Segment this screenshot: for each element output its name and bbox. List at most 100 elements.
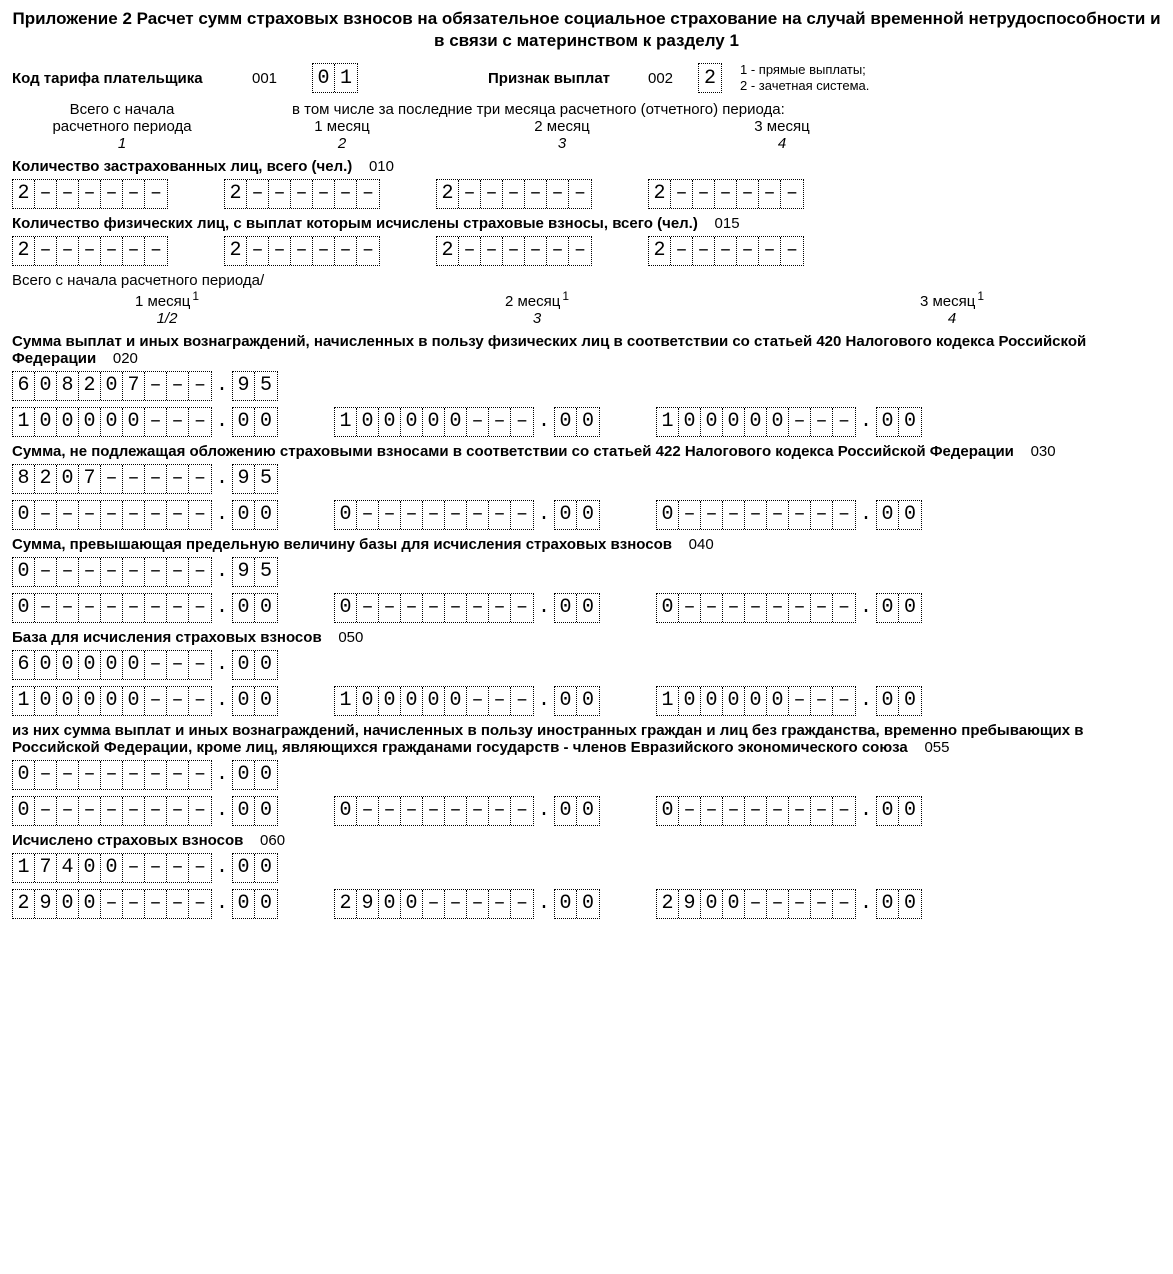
cell: 0 — [899, 890, 921, 918]
sec040-m3-dec: 00 — [876, 593, 922, 623]
sec040-total-dec: 95 — [232, 557, 278, 587]
cell: – — [423, 890, 445, 918]
cell: 2 — [437, 237, 459, 265]
sec030-m3: 0––––––––.00 — [656, 500, 922, 530]
cell: – — [145, 501, 167, 529]
cell: 0 — [423, 408, 445, 436]
cell: 0 — [57, 465, 79, 493]
cell: 1 — [13, 408, 35, 436]
cell: – — [489, 408, 511, 436]
cell: – — [693, 180, 715, 208]
section-040-months-row: 0––––––––.000––––––––.000––––––––.00 — [12, 593, 1161, 623]
cell: 0 — [233, 797, 255, 825]
sec055-total-dec: 00 — [232, 760, 278, 790]
cell: – — [123, 854, 145, 882]
section-050-months-row: 100000–––.00100000–––.00100000–––.00 — [12, 686, 1161, 716]
cell: 0 — [401, 408, 423, 436]
col3-num: 3 — [452, 135, 672, 152]
cell: 0 — [767, 687, 789, 715]
section-055-header: из них сумма выплат и иных вознаграждени… — [12, 722, 1161, 756]
cell: 9 — [233, 465, 255, 493]
cell: – — [445, 797, 467, 825]
cell: 0 — [101, 687, 123, 715]
sec010-v3: 2–––––– — [436, 179, 592, 209]
cell: – — [759, 180, 781, 208]
sec030-m1: 0––––––––.00 — [12, 500, 278, 530]
cell: 8 — [57, 372, 79, 400]
cell: 0 — [101, 854, 123, 882]
cell: 0 — [79, 408, 101, 436]
cell: – — [101, 558, 123, 586]
payout-legend: 1 - прямые выплаты; 2 - зачетная система… — [740, 62, 869, 95]
section-060-label: Исчислено страховых взносов — [12, 832, 243, 849]
decimal-point: . — [212, 763, 232, 786]
section-055-months-row: 0––––––––.000––––––––.000––––––––.00 — [12, 796, 1161, 826]
cell: 0 — [233, 761, 255, 789]
sec020-total: 608207–––.95 — [12, 371, 278, 401]
cell: – — [145, 594, 167, 622]
header-row: Код тарифа плательщика 001 01 Признак вы… — [12, 62, 1161, 95]
decimal-point: . — [534, 689, 554, 712]
cell: 0 — [401, 890, 423, 918]
col1-header-a: Всего с начала — [12, 101, 232, 118]
cell: 0 — [57, 890, 79, 918]
sec060-m2-int: 2900––––– — [334, 889, 534, 919]
cell: 0 — [657, 501, 679, 529]
cell: 0 — [79, 890, 101, 918]
cell: 0 — [577, 501, 599, 529]
cell: 0 — [445, 687, 467, 715]
cell: – — [167, 408, 189, 436]
cell: 0 — [379, 687, 401, 715]
cell: – — [145, 854, 167, 882]
cell: – — [357, 180, 379, 208]
cell: 0 — [13, 761, 35, 789]
cell: 0 — [723, 890, 745, 918]
sec030-m1-dec: 00 — [232, 500, 278, 530]
mid-top: Всего с начала расчетного периода/ — [12, 272, 1161, 289]
sec040-m1-dec: 00 — [232, 593, 278, 623]
sec030-m1-int: 0–––––––– — [12, 500, 212, 530]
cell: 0 — [701, 408, 723, 436]
cell: 9 — [35, 890, 57, 918]
cell: – — [833, 797, 855, 825]
cell: 0 — [445, 408, 467, 436]
cell: – — [511, 408, 533, 436]
cell: – — [189, 408, 211, 436]
cell: 0 — [255, 761, 277, 789]
cell: 0 — [745, 408, 767, 436]
cell: 0 — [877, 890, 899, 918]
cell: 0 — [123, 651, 145, 679]
section-020-header: Сумма выплат и иных вознаграждений, начи… — [12, 333, 1161, 367]
cell: – — [833, 687, 855, 715]
cell: 0 — [255, 501, 277, 529]
cell: – — [101, 797, 123, 825]
cell: 7 — [35, 854, 57, 882]
cell: – — [335, 180, 357, 208]
decimal-point: . — [212, 856, 232, 879]
sec055-m2-dec: 00 — [554, 796, 600, 826]
cell: – — [511, 797, 533, 825]
cell: – — [459, 180, 481, 208]
cell: – — [467, 797, 489, 825]
cell: – — [79, 237, 101, 265]
cell: 0 — [555, 408, 577, 436]
sec015-v2: 2–––––– — [224, 236, 380, 266]
cell: – — [693, 237, 715, 265]
sec050-m2: 100000–––.00 — [334, 686, 600, 716]
cell: – — [35, 761, 57, 789]
cell: 0 — [723, 687, 745, 715]
cell: 9 — [357, 890, 379, 918]
cell: – — [679, 797, 701, 825]
section-015-label: Количество физических лиц, с выплат кото… — [12, 215, 698, 232]
cell: – — [737, 180, 759, 208]
cell: 5 — [255, 465, 277, 493]
mid-c3: 3 месяц — [920, 293, 975, 310]
cell: 0 — [233, 854, 255, 882]
cell: – — [101, 180, 123, 208]
mid-c1-sup: 1 — [192, 289, 199, 303]
decimal-point: . — [534, 410, 554, 433]
col1-header-b: расчетного периода — [12, 118, 232, 135]
sec040-m3-int: 0–––––––– — [656, 593, 856, 623]
cell: – — [79, 761, 101, 789]
cell: – — [79, 797, 101, 825]
